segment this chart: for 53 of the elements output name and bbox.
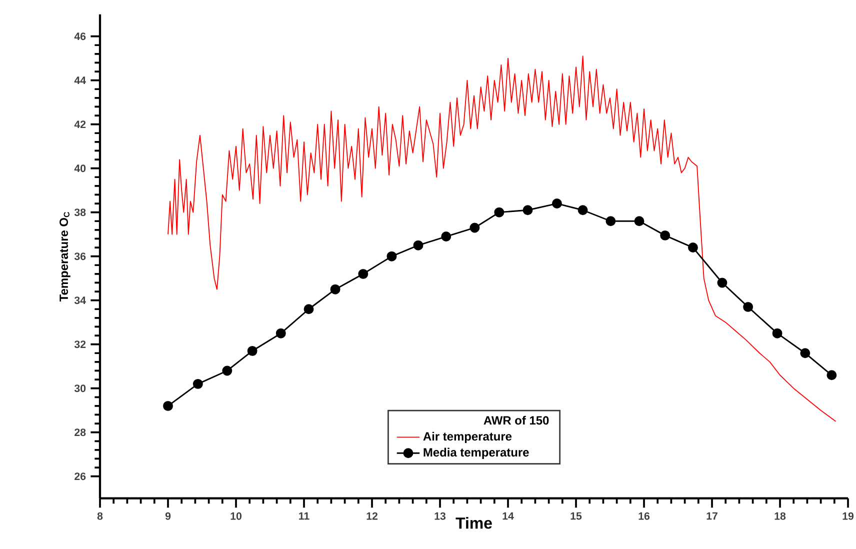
point [163, 400, 173, 411]
point [634, 216, 644, 226]
point [470, 222, 480, 233]
point [660, 230, 670, 240]
y-tick-label: 36 [74, 252, 86, 260]
x-tick-label: 11 [299, 512, 310, 520]
point [522, 205, 533, 216]
y-tick-label: 34 [74, 296, 86, 304]
point [304, 304, 314, 314]
point [386, 251, 397, 262]
x-tick-label: 13 [434, 512, 446, 520]
y-tick-label: 42 [74, 120, 86, 128]
y-tick-label: 30 [74, 384, 86, 392]
point [247, 346, 258, 356]
x-tick-label: 15 [570, 512, 582, 520]
point [743, 302, 754, 312]
y-tick-label: 40 [74, 164, 86, 172]
point [192, 378, 203, 389]
point [358, 268, 368, 279]
y-tick-label: 28 [74, 428, 86, 436]
point [717, 278, 728, 288]
legend-label: Media temperature [424, 448, 529, 459]
point [276, 328, 286, 338]
legend-label: Air temperature [423, 432, 512, 443]
point [413, 240, 424, 250]
x-tick-label: 9 [165, 512, 171, 520]
y-tick-label: 46 [74, 32, 86, 40]
point [494, 207, 504, 218]
x-axis-title: Time [456, 517, 492, 529]
point [552, 198, 562, 209]
point [800, 348, 810, 358]
point [606, 216, 616, 226]
x-tick-label: 18 [774, 512, 786, 520]
point [578, 205, 588, 216]
x-tick-label: 10 [230, 512, 242, 520]
x-tick-label: 17 [706, 512, 718, 520]
x-tick-label: 8 [97, 512, 103, 520]
legend-title: AWR of 150 [484, 416, 549, 425]
x-tick-label: 19 [842, 512, 854, 520]
y-tick-label: 38 [74, 208, 86, 216]
point [772, 328, 782, 338]
point [330, 284, 340, 294]
point [688, 242, 698, 253]
x-tick-label: 14 [502, 512, 514, 520]
x-tick-label: 16 [638, 512, 650, 520]
y-tick-label: 44 [74, 76, 86, 84]
x-tick-label: 12 [366, 512, 378, 520]
point [826, 370, 837, 380]
y-tick-label: 26 [74, 472, 86, 480]
point [222, 366, 232, 376]
y-axis-title: Temperature O$_{C}$ [60, 212, 70, 302]
y-tick-label: 32 [74, 340, 86, 348]
point [441, 232, 452, 242]
